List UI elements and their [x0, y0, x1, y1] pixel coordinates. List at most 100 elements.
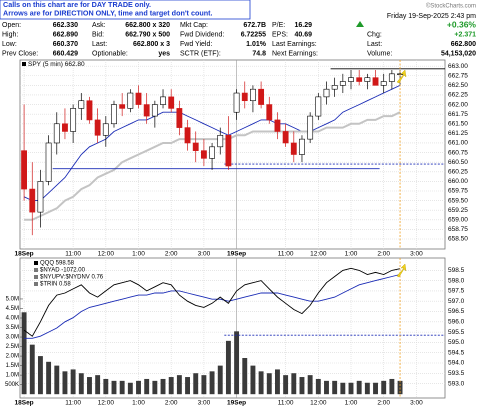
- moving-average: [24, 274, 401, 339]
- quote-value: 74.8: [252, 50, 266, 57]
- y2-tick-label: 5.0M: [6, 297, 19, 303]
- quote-value: 54,153,020: [441, 50, 476, 57]
- x-tick-label: 1:00: [345, 400, 358, 406]
- volume-bar: [78, 373, 84, 395]
- volume-bar: [136, 380, 141, 395]
- volume-bar: [46, 361, 52, 395]
- candle-body: [111, 104, 117, 125]
- y-tick-label: 598.5: [448, 267, 465, 274]
- quote-label: Fwd Dividend:: [180, 31, 224, 38]
- y-tick-label: 663.00: [448, 63, 468, 70]
- candle-body: [315, 96, 322, 117]
- title-icon: [22, 62, 26, 66]
- quote-label: Last:: [92, 41, 107, 48]
- y-tick-label: 661.25: [448, 130, 468, 137]
- candle-body: [78, 100, 85, 109]
- candle-body: [282, 131, 289, 144]
- y-tick-label: 594.5: [448, 349, 465, 356]
- volume-bar: [250, 365, 256, 395]
- y2-tick-label: 500K: [5, 382, 19, 388]
- y2-tick-label: 3.5M: [6, 325, 19, 331]
- volume-bar: [103, 378, 109, 395]
- y-tick-label: 662.75: [448, 72, 468, 79]
- x-tick-label: 3:00: [198, 400, 211, 406]
- panel-frame: [19, 59, 446, 250]
- candle-body: [127, 92, 134, 109]
- candle-body: [200, 150, 207, 159]
- y-tick-label: 658.75: [448, 226, 468, 233]
- quote-value: 660.370: [53, 41, 78, 48]
- candle-body: [53, 123, 60, 144]
- direction-arrow: [396, 69, 407, 84]
- y2-tick-label: 3.0M: [6, 335, 19, 341]
- volume-bar: [119, 380, 125, 395]
- x-tick-label: 12:00: [98, 251, 115, 258]
- quote-value: 662.800 x 320: [125, 22, 170, 29]
- quote-label: Ask:: [92, 22, 106, 29]
- y-tick-label: 597.0: [448, 298, 465, 305]
- quote-value: yes: [158, 50, 170, 57]
- legend-swatch: [34, 282, 38, 286]
- candle-body: [299, 138, 305, 155]
- y-tick-label: 595.5: [448, 329, 465, 336]
- volume-bar: [70, 369, 76, 395]
- volume-bar: [168, 377, 174, 395]
- quote-value: 672.7B: [243, 22, 266, 29]
- candle-body: [258, 88, 265, 105]
- note-box: [0, 0, 251, 20]
- candle-body: [62, 123, 68, 132]
- x-tick-label: 11:00: [65, 400, 81, 406]
- note-line: Calls on this chart are for DAY TRADE on…: [3, 0, 151, 9]
- quote-label: Mkt Cap:: [180, 22, 208, 29]
- quote-label: Last:: [367, 41, 382, 48]
- x-tick-label: 11:00: [278, 251, 294, 258]
- quote-label: Fwd Yield:: [180, 41, 212, 48]
- volume-bar: [258, 371, 264, 395]
- legend-swatch: [34, 268, 38, 272]
- quote-label: Bid:: [92, 31, 104, 38]
- quote-value: 662.330: [53, 22, 78, 29]
- y-tick-label: 593.5: [448, 370, 465, 377]
- candle-body: [168, 96, 175, 109]
- candle-body: [70, 108, 77, 132]
- candle-body: [233, 92, 240, 113]
- quote-value: +2.371: [454, 31, 476, 38]
- candle-body: [388, 73, 395, 82]
- legend-swatch: [34, 275, 38, 279]
- candle-body: [37, 181, 44, 213]
- y2-tick-label: 1.5M: [6, 363, 19, 369]
- y-tick-label: 659.00: [448, 217, 468, 224]
- y-tick-label: 662.50: [448, 82, 468, 89]
- quote-label: SCTR (ETF):: [180, 50, 221, 57]
- x-tick-label: 3:00: [410, 400, 423, 406]
- x-tick-label: 3:00: [410, 251, 423, 258]
- candle-body: [241, 92, 248, 102]
- x-tick-label: 2:00: [377, 400, 390, 406]
- x-tick-label: 1:00: [132, 400, 145, 406]
- quote-label: P/E:: [272, 22, 285, 29]
- volume-bar: [356, 380, 362, 395]
- volume-bar: [176, 375, 182, 395]
- volume-bar: [299, 377, 305, 395]
- legend-note: $TRIN 0.58: [40, 282, 71, 288]
- volume-bar: [291, 373, 297, 395]
- candle-body: [102, 123, 109, 136]
- volume-bar: [193, 373, 199, 395]
- volume-bar: [144, 378, 150, 395]
- y2-tick-label: 1.0M: [6, 373, 19, 379]
- volume-bar: [340, 382, 346, 395]
- y-tick-label: 596.5: [448, 308, 465, 315]
- y2-tick-label: 2.5M: [6, 344, 19, 350]
- candle-body: [331, 85, 338, 90]
- volume-bar: [373, 382, 378, 395]
- volume-bar: [266, 373, 272, 395]
- y-tick-label: 662.25: [448, 92, 468, 99]
- volume-bar: [87, 377, 92, 395]
- candle-body: [290, 142, 297, 155]
- volume-bar: [29, 344, 35, 395]
- volume-bar: [62, 371, 68, 395]
- y-tick-label: 658.50: [448, 236, 468, 243]
- x-tick-label: 19Sep: [227, 251, 246, 258]
- quote-label: Low:: [2, 41, 17, 48]
